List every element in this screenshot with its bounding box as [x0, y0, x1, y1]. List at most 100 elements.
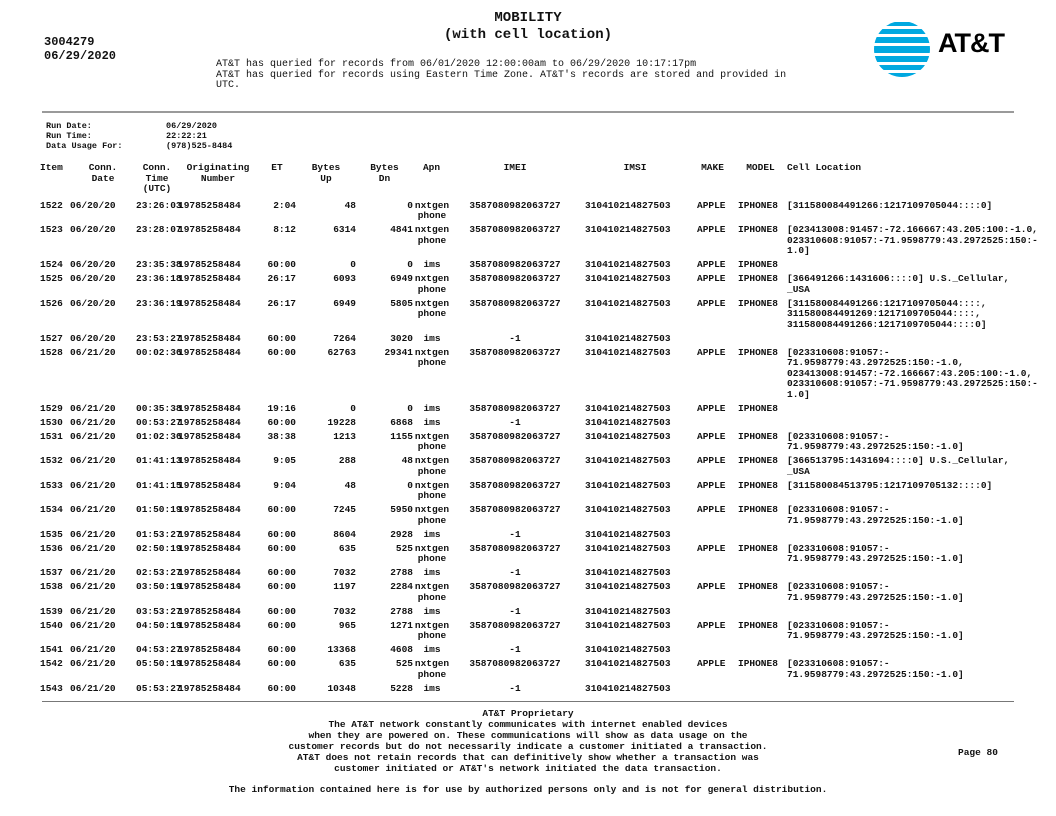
apn: nxtgenphone: [414, 199, 450, 221]
model: [735, 334, 786, 345]
bytes-up: 19228: [327, 416, 356, 428]
cell-location: [023413008:91457:-72.166667:43.205:100:-…: [787, 224, 1038, 256]
originating-number: 19785258484: [178, 224, 241, 235]
title-line-1: MOBILITY: [494, 10, 562, 26]
spacer: [0, 544, 40, 565]
spacer: [0, 225, 40, 257]
originating-number: 19785258484: [178, 567, 241, 578]
conn-date: 06/21/20: [70, 581, 116, 592]
table-header: Item Conn. Date Conn. Time (UTC) Originatin…: [0, 162, 1056, 201]
conn-time: 01:50:19: [136, 504, 182, 515]
originating-number: 19785258484: [178, 658, 241, 669]
apn: nxtgenphone: [414, 297, 450, 319]
conn-date: 06/21/20: [70, 567, 116, 578]
elapsed-time: 60:00: [267, 682, 296, 694]
make: APPLE: [697, 658, 726, 669]
account-number: 3004279: [44, 35, 95, 49]
table-row: 1533 06/21/20 01:41:15 19785258484 9:04 48 0 nx…: [0, 479, 1056, 506]
bytes-up: 8604: [333, 528, 356, 540]
logo-text: AT&T: [938, 28, 1005, 58]
imsi: 310410214827503: [585, 644, 671, 655]
conn-date: 06/20/20: [70, 224, 116, 235]
imei: -1: [509, 528, 521, 540]
conn-date: 06/20/20: [70, 297, 116, 309]
cell-location: [786, 568, 1052, 579]
spacer: [0, 260, 40, 271]
item-number: 1541: [40, 644, 63, 655]
imei: -1: [509, 567, 521, 578]
cell-location: [366491266:1431606::::0] U.S._Cellular, …: [787, 273, 1010, 295]
make: APPLE: [697, 542, 726, 554]
imei: 3587080982063727: [469, 658, 561, 669]
bytes-up: 0: [350, 259, 356, 270]
make: APPLE: [697, 581, 726, 592]
bytes-down: 3020: [390, 332, 413, 344]
model: IPHONE8: [738, 619, 778, 631]
table-row: 1526 06/20/20 23:36:19 19785258484 26:17 6949…: [0, 297, 1056, 334]
conn-date: 06/21/20: [70, 619, 116, 631]
bytes-up: 1213: [333, 430, 356, 442]
spacer: [0, 348, 40, 401]
apn: nxtgenphone: [414, 619, 450, 641]
conn-time: 01:41:13: [136, 455, 182, 466]
make: APPLE: [697, 504, 726, 515]
imei: 3587080982063727: [469, 542, 561, 554]
imsi: 310410214827503: [585, 567, 671, 578]
model: [735, 530, 786, 541]
imei: -1: [509, 644, 521, 655]
spacer: [0, 621, 40, 642]
make: APPLE: [697, 619, 726, 631]
conn-date: 06/21/20: [70, 416, 116, 428]
imsi: 310410214827503: [585, 273, 671, 284]
column-header-model: MODEL: [746, 162, 775, 173]
originating-number: 19785258484: [178, 605, 241, 617]
make: [690, 418, 735, 429]
imsi: 310410214827503: [585, 658, 671, 669]
apn: ims: [423, 682, 441, 694]
originating-number: 19785258484: [178, 479, 241, 491]
column-header-make: MAKE: [701, 162, 724, 173]
cell-location: [023310608:91057:- 71.9598779:43.2972525…: [787, 658, 964, 680]
make: APPLE: [697, 346, 726, 358]
elapsed-time: 60:00: [267, 259, 296, 270]
model: IPHONE8: [738, 273, 778, 284]
item-number: 1536: [40, 542, 63, 554]
conn-date: 06/21/20: [70, 402, 116, 414]
elapsed-time: 19:16: [267, 402, 296, 414]
conn-time: 23:36:18: [136, 273, 182, 284]
run-date: Run Date: 06/29/2020: [46, 121, 232, 131]
title-line-2: (with cell location): [443, 27, 613, 43]
label: Run Time:: [46, 131, 92, 141]
bytes-down: 0: [407, 259, 413, 270]
cell-location: [366513795:1431694::::0] U.S._Cellular, …: [787, 455, 1010, 477]
imei: 3587080982063727: [469, 199, 561, 211]
imei: 3587080982063727: [469, 455, 561, 466]
query-line: AT&T has queried for records from 06/01/…: [216, 59, 697, 70]
imei: -1: [509, 605, 521, 617]
column-header-bytes-up: Bytes Up: [311, 162, 341, 184]
originating-number: 19785258484: [178, 199, 241, 211]
apn: nxtgenphone: [414, 542, 450, 564]
bytes-up: 48: [344, 479, 356, 491]
spacer: [0, 684, 40, 695]
imei: 3587080982063727: [469, 581, 561, 592]
table-row: 1543 06/21/20 05:53:27 19785258484 60:00 1034…: [0, 682, 1056, 698]
conn-time: 05:53:27: [136, 682, 182, 694]
conn-time: 00:35:38: [136, 402, 182, 414]
spacer: [0, 582, 40, 603]
column-header-imei: IMEI: [503, 162, 527, 173]
model: IPHONE8: [738, 430, 778, 442]
imei: 3587080982063727: [469, 224, 561, 235]
bytes-down: 5805: [390, 297, 413, 309]
spacer: [0, 456, 40, 477]
bytes-up: 635: [338, 658, 356, 669]
elapsed-time: 60:00: [267, 658, 296, 669]
conn-time: 23:36:19: [136, 297, 182, 309]
bytes-down: 525: [395, 658, 413, 669]
originating-number: 19785258484: [178, 332, 241, 344]
item-number: 1529: [40, 402, 63, 414]
bytes-up: 0: [350, 402, 356, 414]
page-number: Page 80: [958, 747, 998, 758]
conn-date: 06/21/20: [70, 605, 116, 617]
run-time: Run Time: 22:22:21: [46, 131, 232, 141]
